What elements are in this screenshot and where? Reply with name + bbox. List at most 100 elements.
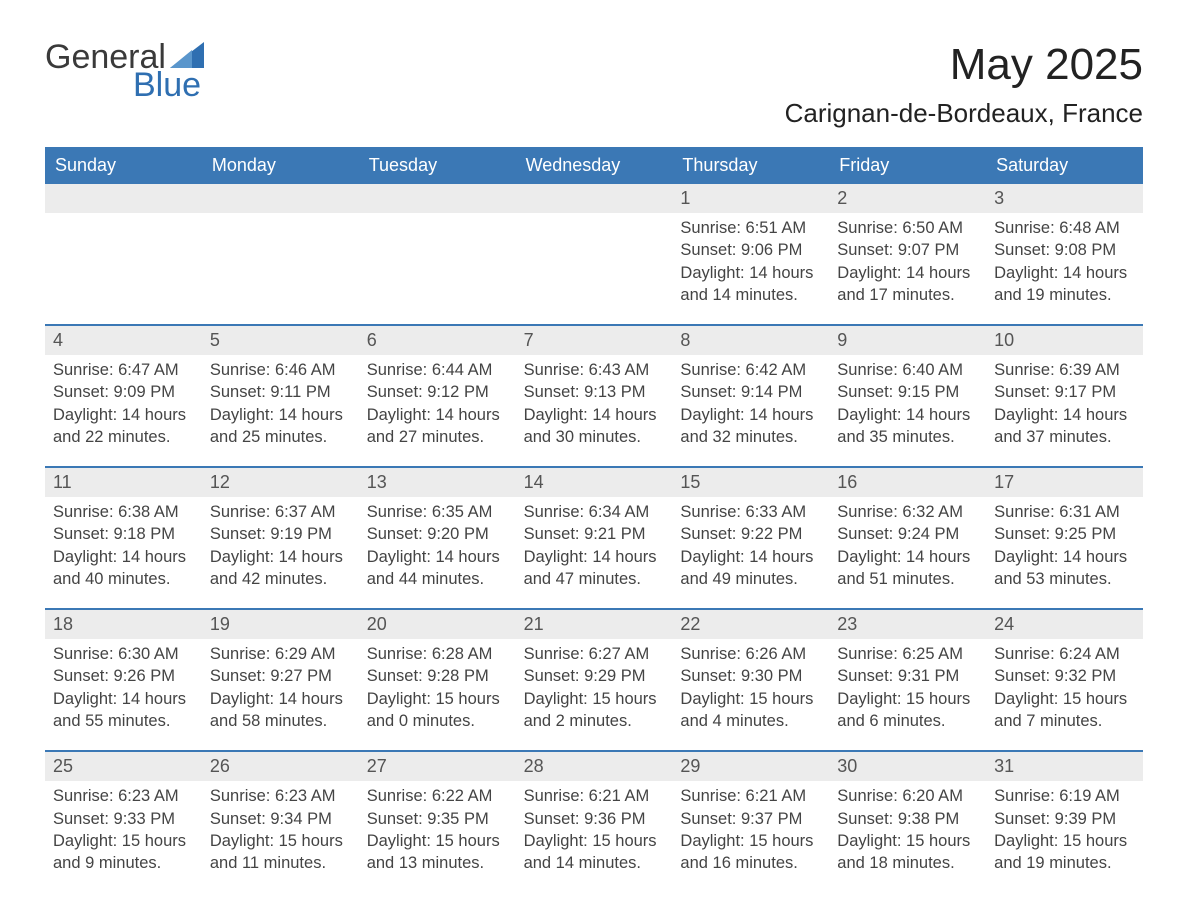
day-details: Sunrise: 6:48 AMSunset: 9:08 PMDaylight:… <box>986 213 1143 324</box>
day-details: Sunrise: 6:47 AMSunset: 9:09 PMDaylight:… <box>45 355 202 466</box>
day-number: 19 <box>202 610 359 639</box>
details-row: Sunrise: 6:47 AMSunset: 9:09 PMDaylight:… <box>45 355 1143 466</box>
daynum-row: 123 <box>45 184 1143 213</box>
day-number: 6 <box>359 326 516 355</box>
sunrise-text: Sunrise: 6:28 AM <box>367 643 508 665</box>
day-details: Sunrise: 6:46 AMSunset: 9:11 PMDaylight:… <box>202 355 359 466</box>
day-number: 9 <box>829 326 986 355</box>
sunset-text: Sunset: 9:15 PM <box>837 381 978 403</box>
sunset-text: Sunset: 9:35 PM <box>367 808 508 830</box>
day-number: 14 <box>516 468 673 497</box>
day-details: Sunrise: 6:25 AMSunset: 9:31 PMDaylight:… <box>829 639 986 750</box>
day-details: Sunrise: 6:51 AMSunset: 9:06 PMDaylight:… <box>672 213 829 324</box>
sunset-text: Sunset: 9:19 PM <box>210 523 351 545</box>
day-number <box>516 184 673 213</box>
dow-header-row: SundayMondayTuesdayWednesdayThursdayFrid… <box>45 147 1143 184</box>
sunrise-text: Sunrise: 6:19 AM <box>994 785 1135 807</box>
daylight-text: Daylight: 14 hours and 51 minutes. <box>837 546 978 591</box>
sunrise-text: Sunrise: 6:33 AM <box>680 501 821 523</box>
day-number <box>202 184 359 213</box>
sunset-text: Sunset: 9:07 PM <box>837 239 978 261</box>
sunset-text: Sunset: 9:28 PM <box>367 665 508 687</box>
daylight-text: Daylight: 15 hours and 4 minutes. <box>680 688 821 733</box>
sunrise-text: Sunrise: 6:23 AM <box>210 785 351 807</box>
daylight-text: Daylight: 14 hours and 37 minutes. <box>994 404 1135 449</box>
sunset-text: Sunset: 9:22 PM <box>680 523 821 545</box>
daylight-text: Daylight: 15 hours and 7 minutes. <box>994 688 1135 733</box>
sunset-text: Sunset: 9:26 PM <box>53 665 194 687</box>
daylight-text: Daylight: 15 hours and 18 minutes. <box>837 830 978 875</box>
sunrise-text: Sunrise: 6:38 AM <box>53 501 194 523</box>
details-row: Sunrise: 6:30 AMSunset: 9:26 PMDaylight:… <box>45 639 1143 750</box>
day-number: 29 <box>672 752 829 781</box>
day-number: 22 <box>672 610 829 639</box>
sunset-text: Sunset: 9:17 PM <box>994 381 1135 403</box>
day-number: 20 <box>359 610 516 639</box>
sunset-text: Sunset: 9:39 PM <box>994 808 1135 830</box>
sunset-text: Sunset: 9:38 PM <box>837 808 978 830</box>
sunset-text: Sunset: 9:25 PM <box>994 523 1135 545</box>
day-number: 15 <box>672 468 829 497</box>
day-details: Sunrise: 6:37 AMSunset: 9:19 PMDaylight:… <box>202 497 359 608</box>
sunset-text: Sunset: 9:13 PM <box>524 381 665 403</box>
week-block: 123Sunrise: 6:51 AMSunset: 9:06 PMDaylig… <box>45 184 1143 324</box>
day-number: 24 <box>986 610 1143 639</box>
sunrise-text: Sunrise: 6:44 AM <box>367 359 508 381</box>
sunrise-text: Sunrise: 6:21 AM <box>680 785 821 807</box>
daylight-text: Daylight: 14 hours and 30 minutes. <box>524 404 665 449</box>
daylight-text: Daylight: 14 hours and 32 minutes. <box>680 404 821 449</box>
daylight-text: Daylight: 14 hours and 14 minutes. <box>680 262 821 307</box>
logo-word-2: Blue <box>45 68 204 102</box>
day-details: Sunrise: 6:31 AMSunset: 9:25 PMDaylight:… <box>986 497 1143 608</box>
day-details: Sunrise: 6:43 AMSunset: 9:13 PMDaylight:… <box>516 355 673 466</box>
day-details: Sunrise: 6:28 AMSunset: 9:28 PMDaylight:… <box>359 639 516 750</box>
sunrise-text: Sunrise: 6:22 AM <box>367 785 508 807</box>
daylight-text: Daylight: 15 hours and 0 minutes. <box>367 688 508 733</box>
day-details: Sunrise: 6:33 AMSunset: 9:22 PMDaylight:… <box>672 497 829 608</box>
sunset-text: Sunset: 9:11 PM <box>210 381 351 403</box>
day-details <box>45 213 202 324</box>
day-number: 10 <box>986 326 1143 355</box>
daylight-text: Daylight: 14 hours and 58 minutes. <box>210 688 351 733</box>
sunrise-text: Sunrise: 6:24 AM <box>994 643 1135 665</box>
day-details: Sunrise: 6:29 AMSunset: 9:27 PMDaylight:… <box>202 639 359 750</box>
daylight-text: Daylight: 15 hours and 6 minutes. <box>837 688 978 733</box>
day-details: Sunrise: 6:30 AMSunset: 9:26 PMDaylight:… <box>45 639 202 750</box>
day-number: 27 <box>359 752 516 781</box>
sunrise-text: Sunrise: 6:47 AM <box>53 359 194 381</box>
daylight-text: Daylight: 15 hours and 9 minutes. <box>53 830 194 875</box>
sunrise-text: Sunrise: 6:43 AM <box>524 359 665 381</box>
details-row: Sunrise: 6:51 AMSunset: 9:06 PMDaylight:… <box>45 213 1143 324</box>
daylight-text: Daylight: 14 hours and 44 minutes. <box>367 546 508 591</box>
sunrise-text: Sunrise: 6:51 AM <box>680 217 821 239</box>
sunrise-text: Sunrise: 6:42 AM <box>680 359 821 381</box>
day-number: 5 <box>202 326 359 355</box>
day-details: Sunrise: 6:19 AMSunset: 9:39 PMDaylight:… <box>986 781 1143 892</box>
daylight-text: Daylight: 14 hours and 27 minutes. <box>367 404 508 449</box>
month-title: May 2025 <box>785 40 1143 90</box>
daylight-text: Daylight: 15 hours and 14 minutes. <box>524 830 665 875</box>
day-details <box>202 213 359 324</box>
day-details: Sunrise: 6:22 AMSunset: 9:35 PMDaylight:… <box>359 781 516 892</box>
day-number: 17 <box>986 468 1143 497</box>
daynum-row: 45678910 <box>45 326 1143 355</box>
daynum-row: 25262728293031 <box>45 752 1143 781</box>
daylight-text: Daylight: 14 hours and 49 minutes. <box>680 546 821 591</box>
sunset-text: Sunset: 9:34 PM <box>210 808 351 830</box>
daylight-text: Daylight: 15 hours and 19 minutes. <box>994 830 1135 875</box>
sunrise-text: Sunrise: 6:21 AM <box>524 785 665 807</box>
week-block: 11121314151617Sunrise: 6:38 AMSunset: 9:… <box>45 466 1143 608</box>
sunrise-text: Sunrise: 6:50 AM <box>837 217 978 239</box>
sunrise-text: Sunrise: 6:34 AM <box>524 501 665 523</box>
day-details: Sunrise: 6:21 AMSunset: 9:36 PMDaylight:… <box>516 781 673 892</box>
sunset-text: Sunset: 9:36 PM <box>524 808 665 830</box>
sunset-text: Sunset: 9:21 PM <box>524 523 665 545</box>
day-details: Sunrise: 6:20 AMSunset: 9:38 PMDaylight:… <box>829 781 986 892</box>
day-number: 1 <box>672 184 829 213</box>
day-details: Sunrise: 6:44 AMSunset: 9:12 PMDaylight:… <box>359 355 516 466</box>
day-details: Sunrise: 6:23 AMSunset: 9:34 PMDaylight:… <box>202 781 359 892</box>
day-number: 26 <box>202 752 359 781</box>
sunset-text: Sunset: 9:29 PM <box>524 665 665 687</box>
day-number: 31 <box>986 752 1143 781</box>
day-details: Sunrise: 6:34 AMSunset: 9:21 PMDaylight:… <box>516 497 673 608</box>
